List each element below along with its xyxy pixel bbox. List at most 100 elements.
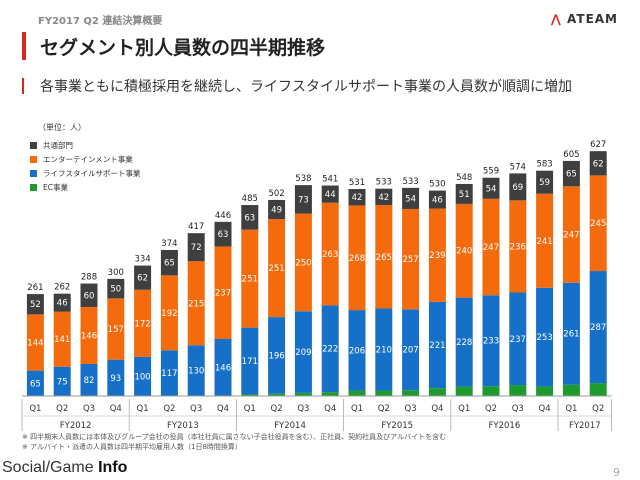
bar-ec-16 xyxy=(455,386,473,396)
label-lifestyle-1: 75 xyxy=(57,377,68,387)
bar-entertainment-16 xyxy=(455,203,473,298)
bar-ec-12 xyxy=(348,390,366,396)
label-lifestyle-3: 93 xyxy=(110,374,121,384)
label-common-18: 69 xyxy=(512,183,523,193)
bar-common-0 xyxy=(26,294,44,315)
company-logo: ⋀ ATEAM xyxy=(551,12,618,26)
x-tick-21: Q2 xyxy=(592,404,604,414)
bar-ec-8 xyxy=(241,394,259,396)
total-label-6: 417 xyxy=(188,222,204,232)
bar-entertainment-17 xyxy=(482,198,500,296)
bar-common-1 xyxy=(53,293,71,312)
label-entertainment-9: 251 xyxy=(268,264,284,274)
total-label-13: 533 xyxy=(376,178,392,188)
label-lifestyle-5: 117 xyxy=(161,369,177,379)
logo-text: ATEAM xyxy=(567,12,618,26)
bar-lifestyle-10 xyxy=(294,311,312,393)
label-common-12: 42 xyxy=(352,193,363,203)
bar-common-16 xyxy=(455,183,473,204)
lead-accent-bar xyxy=(22,78,24,94)
page-title: セグメント別人員数の四半期推移 xyxy=(40,37,326,59)
bar-lifestyle-14 xyxy=(402,309,420,391)
page-number: 9 xyxy=(613,466,620,479)
bar-lifestyle-9 xyxy=(268,317,286,394)
fy-label-3: FY2015 xyxy=(381,421,413,431)
bar-entertainment-18 xyxy=(509,200,527,293)
footnote-2: ※ アルバイト・派遣の人員数は四半期平均雇用人数（1日8時間換算） xyxy=(22,443,242,451)
bar-common-6 xyxy=(187,233,205,262)
bar-entertainment-8 xyxy=(241,229,259,328)
bar-ec-11 xyxy=(321,392,339,396)
total-label-5: 374 xyxy=(161,239,177,249)
label-common-10: 73 xyxy=(298,195,309,205)
total-label-18: 574 xyxy=(510,162,526,172)
label-entertainment-7: 237 xyxy=(215,289,231,299)
bar-lifestyle-12 xyxy=(348,310,366,391)
bar-lifestyle-16 xyxy=(455,297,473,387)
bar-lifestyle-8 xyxy=(241,327,259,395)
bar-common-2 xyxy=(80,283,98,307)
legend-label-lifestyle: ライフスタイルサポート事業 xyxy=(43,168,141,178)
label-entertainment-11: 263 xyxy=(322,250,338,260)
bar-lifestyle-6 xyxy=(187,345,205,396)
label-lifestyle-6: 130 xyxy=(188,367,204,377)
label-common-14: 54 xyxy=(405,194,416,204)
bar-entertainment-9 xyxy=(268,219,286,318)
label-entertainment-20: 247 xyxy=(563,231,579,241)
total-label-0: 261 xyxy=(27,283,43,293)
bar-entertainment-4 xyxy=(134,289,152,357)
fy-label-0: FY2012 xyxy=(60,421,92,431)
label-ec-17: 25 xyxy=(486,387,497,397)
label-ec-16: 24 xyxy=(459,387,470,397)
bar-ec-15 xyxy=(428,388,446,396)
label-common-20: 65 xyxy=(566,170,577,180)
total-label-2: 288 xyxy=(81,273,97,283)
bar-entertainment-21 xyxy=(589,175,607,272)
x-tick-7: Q4 xyxy=(217,404,229,414)
bar-common-19 xyxy=(536,170,554,194)
label-common-13: 42 xyxy=(378,193,389,203)
legend-label-entertainment: エンターテインメント事業 xyxy=(43,154,133,164)
bar-lifestyle-13 xyxy=(375,308,393,391)
label-entertainment-1: 141 xyxy=(54,335,70,345)
total-label-19: 583 xyxy=(536,160,552,170)
x-tick-5: Q2 xyxy=(163,404,175,414)
bar-lifestyle-17 xyxy=(482,295,500,387)
bar-common-8 xyxy=(241,205,259,230)
label-common-7: 63 xyxy=(218,230,229,240)
legend-item-ec: EC事業 xyxy=(30,180,141,194)
fy-label-2: FY2014 xyxy=(274,421,306,431)
bar-common-13 xyxy=(375,188,393,206)
total-label-1: 262 xyxy=(54,283,70,293)
footnotes: ※ 四半期末人員数には本体及びグループ会社の役員（本社社員に属さない子会社役員を… xyxy=(22,432,446,452)
label-lifestyle-7: 146 xyxy=(215,363,231,373)
legend-swatch-lifestyle xyxy=(30,169,37,177)
x-tick-1: Q2 xyxy=(56,404,68,414)
bar-entertainment-11 xyxy=(321,202,339,306)
bar-entertainment-5 xyxy=(160,275,178,351)
label-lifestyle-14: 207 xyxy=(402,346,418,356)
total-label-7: 446 xyxy=(215,211,231,221)
label-entertainment-5: 192 xyxy=(161,309,177,319)
bar-common-12 xyxy=(348,189,366,206)
label-lifestyle-8: 171 xyxy=(242,357,258,367)
total-label-9: 502 xyxy=(268,189,284,199)
bar-ec-18 xyxy=(509,385,527,396)
bar-common-15 xyxy=(428,190,446,209)
label-lifestyle-10: 209 xyxy=(295,348,311,358)
bar-common-11 xyxy=(321,185,339,203)
bar-ec-9 xyxy=(268,393,286,396)
bar-entertainment-12 xyxy=(348,205,366,311)
bar-common-20 xyxy=(562,160,580,187)
x-tick-15: Q4 xyxy=(431,404,443,414)
total-label-4: 334 xyxy=(134,255,150,265)
bar-ec-17 xyxy=(482,386,500,396)
watermark-part-3: Info xyxy=(98,459,128,476)
label-common-16: 51 xyxy=(459,190,470,200)
x-tick-3: Q4 xyxy=(110,404,122,414)
label-common-17: 54 xyxy=(486,184,497,194)
label-lifestyle-20: 261 xyxy=(563,330,579,340)
bar-ec-19 xyxy=(536,386,554,396)
total-label-17: 559 xyxy=(483,167,499,177)
label-entertainment-4: 172 xyxy=(134,319,150,329)
